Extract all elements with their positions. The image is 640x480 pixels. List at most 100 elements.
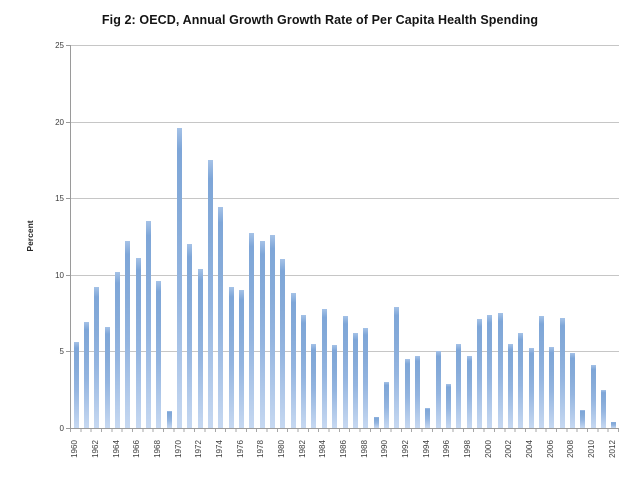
x-tick-label-1994: 1994	[421, 440, 431, 458]
bar-1964	[115, 271, 121, 428]
x-axis-tick-marks	[70, 429, 619, 432]
x-tick-label-2002: 2002	[504, 440, 514, 458]
bar-1992	[404, 359, 410, 428]
bar-1961	[84, 322, 89, 428]
x-tick-label-1978: 1978	[256, 440, 266, 458]
gridline-10	[71, 274, 619, 276]
bar-2003	[518, 333, 524, 428]
x-tick-label-1996: 1996	[442, 440, 452, 458]
y-tick-mark-10	[66, 274, 70, 276]
bar-1970	[177, 127, 183, 428]
x-tick-label-1980: 1980	[276, 440, 286, 458]
bar-1986	[342, 316, 348, 428]
y-tick-label-20: 20	[55, 117, 64, 127]
bar-1966	[135, 257, 141, 428]
bar-1980	[280, 259, 286, 428]
bar-1975	[228, 287, 234, 428]
y-tick-mark-25	[66, 45, 70, 46]
x-tick-label-1972: 1972	[194, 440, 204, 458]
bar-2000	[487, 314, 493, 428]
bar-1991	[394, 306, 400, 428]
bar-1983	[311, 343, 317, 428]
y-tick-label-25: 25	[55, 41, 64, 50]
chart-title: Fig 2: OECD, Annual Growth Growth Rate o…	[101, 13, 539, 27]
bar-2001	[497, 313, 503, 428]
y-tick-mark-0	[66, 428, 70, 429]
x-tick-label-2004: 2004	[525, 440, 535, 458]
bar-1989	[373, 417, 379, 428]
y-tick-mark-15	[66, 198, 70, 200]
x-tick-label-1964: 1964	[111, 440, 121, 458]
bar-1993	[414, 356, 420, 428]
bar-1981	[290, 293, 296, 428]
y-tick-mark-5	[66, 351, 70, 353]
x-tick-label-1982: 1982	[297, 440, 307, 458]
x-tick-label-1966: 1966	[132, 440, 142, 458]
x-tick-label-2010: 2010	[587, 440, 597, 458]
bar-2011	[600, 389, 606, 428]
bar-1996	[445, 383, 451, 428]
bar-2005	[538, 316, 544, 428]
bar-1978	[259, 241, 265, 428]
x-tick-label-1986: 1986	[339, 440, 348, 458]
x-tick-label-1974: 1974	[214, 440, 224, 458]
x-tick-label-1960: 1960	[70, 440, 80, 458]
bar-1971	[187, 244, 193, 428]
y-tick-label-5: 5	[59, 347, 64, 357]
bar-1988	[363, 328, 369, 428]
y-tick-label-15: 15	[55, 194, 64, 204]
bar-2007	[559, 317, 565, 428]
x-tick-label-1968: 1968	[152, 440, 162, 458]
bar-1969	[166, 411, 172, 428]
bar-1962	[94, 287, 100, 428]
bar-2006	[549, 346, 555, 428]
bar-1974	[218, 207, 224, 428]
bar-1976	[239, 290, 245, 428]
bar-2010	[590, 365, 596, 428]
bar-1990	[383, 382, 389, 428]
x-tick-label-1998: 1998	[463, 440, 473, 458]
bar-1997	[456, 343, 462, 428]
bar-1995	[435, 351, 441, 428]
bar-1979	[270, 234, 276, 428]
x-tick-label-1990: 1990	[380, 440, 390, 458]
bar-2009	[580, 409, 586, 428]
y-axis-title: Percent	[25, 220, 35, 252]
bar-1973	[208, 159, 214, 428]
gridline-20	[71, 121, 619, 123]
y-tick-mark-20	[66, 121, 70, 123]
bar-1977	[249, 233, 255, 428]
x-tick-label-2008: 2008	[566, 440, 576, 458]
bar-1963	[104, 326, 110, 428]
y-tick-label-10: 10	[55, 270, 64, 280]
x-tick-label-2006: 2006	[545, 440, 555, 458]
x-tick-label-1984: 1984	[318, 440, 328, 458]
x-tick-label-1992: 1992	[401, 440, 411, 458]
bar-2012	[611, 421, 617, 428]
bar-1984	[321, 308, 327, 428]
gridline-15	[71, 198, 619, 200]
bar-1967	[146, 221, 152, 428]
bar-2004	[528, 348, 534, 428]
bar-1987	[352, 333, 358, 428]
bar-1985	[332, 345, 338, 428]
bar-1968	[156, 280, 162, 428]
bar-1972	[197, 268, 203, 428]
gridline-25	[71, 45, 619, 46]
bar-1982	[301, 314, 307, 428]
bar-1999	[476, 319, 482, 428]
bar-2002	[507, 343, 513, 428]
bar-1998	[466, 356, 472, 428]
x-tick-label-2012: 2012	[607, 440, 617, 458]
x-tick-label-1962: 1962	[90, 440, 100, 458]
bar-1994	[425, 408, 431, 428]
bar-1965	[125, 241, 131, 428]
bar-2008	[569, 352, 575, 428]
bar-1960	[73, 342, 79, 428]
x-tick-label-1988: 1988	[359, 440, 369, 458]
y-tick-label-0: 0	[59, 424, 64, 433]
plot-area	[70, 45, 619, 429]
x-tick-label-1970: 1970	[173, 440, 183, 458]
x-tick-label-2000: 2000	[483, 440, 493, 458]
